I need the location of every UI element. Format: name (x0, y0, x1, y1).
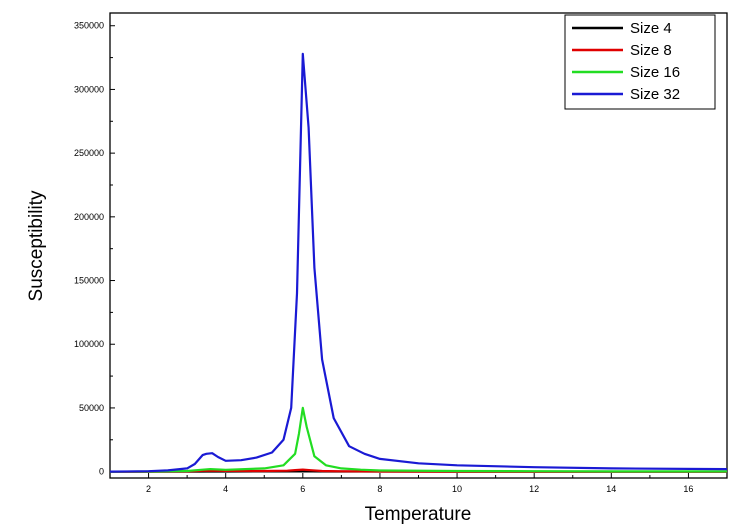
x-tick-label: 12 (529, 484, 539, 494)
y-tick-label: 250000 (74, 148, 104, 158)
x-tick-label: 2 (146, 484, 151, 494)
y-tick-label: 300000 (74, 84, 104, 94)
y-tick-label: 100000 (74, 339, 104, 349)
legend-label-size-4: Size 4 (630, 20, 672, 37)
y-axis: 0 50000 100000 150000 200000 250000 300000 3500… (74, 21, 115, 477)
x-tick-label: 14 (606, 484, 616, 494)
y-tick-label: 50000 (79, 403, 104, 413)
y-tick-label: 150000 (74, 276, 104, 286)
series-lines (109, 52, 728, 473)
x-tick-label: 16 (683, 484, 693, 494)
x-tick-label: 8 (377, 484, 382, 494)
x-tick-label: 6 (300, 484, 305, 494)
y-tick-label: 200000 (74, 212, 104, 222)
legend-label-size-8: Size 8 (630, 42, 672, 59)
x-tick-label: 4 (223, 484, 228, 494)
x-tick-label: 10 (452, 484, 462, 494)
series-line-size-16 (109, 406, 727, 473)
legend-label-size-16: Size 16 (630, 64, 680, 81)
y-tick-label: 0 (99, 467, 104, 477)
series-line-size-32 (109, 52, 728, 473)
x-axis-title: Temperature (365, 504, 472, 525)
y-axis-title: Susceptibility (26, 190, 47, 301)
y-tick-label: 350000 (74, 21, 104, 31)
x-axis: 2 4 6 8 10 12 14 16 (109, 473, 728, 494)
legend: Size 4 Size 8 Size 16 Size 32 (564, 14, 716, 110)
legend-label-size-32: Size 32 (630, 86, 680, 103)
